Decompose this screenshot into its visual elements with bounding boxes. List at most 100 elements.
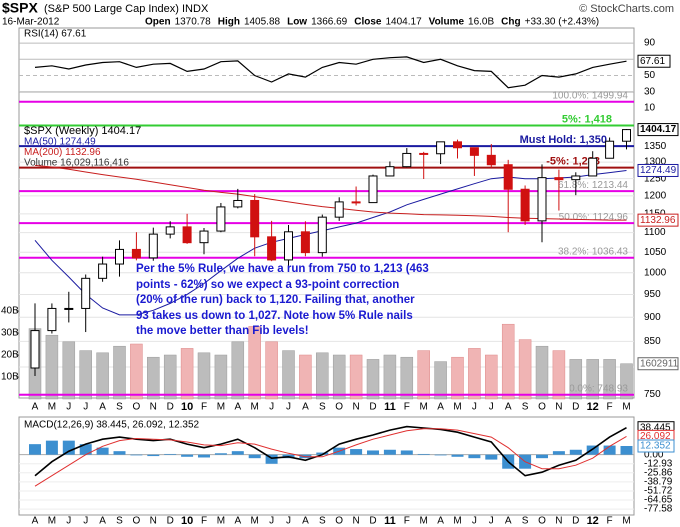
candle-body [537, 177, 547, 222]
annotation-line: (20% of the run) back to 1,120. Failing … [136, 294, 415, 306]
x-tick-label: N [555, 402, 562, 413]
y-tick-label: 0.00 [644, 449, 664, 460]
x-tick-label: J [66, 516, 71, 527]
candle-body [453, 141, 462, 149]
x-tick-label: 11 [384, 515, 396, 527]
x-tick-label: 11 [384, 401, 396, 413]
rsi-frame [18, 27, 635, 93]
x-tick-label: A [437, 402, 444, 413]
histogram-bar [231, 451, 244, 455]
x-tick-label: F [404, 516, 410, 527]
quote-label: Open [145, 17, 171, 28]
level-label: 50.0%: 1124.96 [559, 212, 629, 223]
x-tick-label: A [302, 516, 309, 527]
x-tick-label: M [453, 402, 461, 413]
x-tick-label: D [369, 402, 376, 413]
x-tick-label: D [167, 516, 174, 527]
x-tick-label: J [269, 516, 274, 527]
y-tick-label: -25.86 [644, 467, 673, 478]
y-tick-label: -12.93 [644, 458, 673, 469]
level-label: 5%: 1,418 [562, 113, 612, 125]
histogram-bar [147, 454, 160, 457]
histogram-bar [569, 449, 582, 455]
histogram-bar [96, 447, 109, 455]
quote-label: High [218, 17, 240, 28]
candle-body [182, 226, 192, 244]
y-tick-label: 1200 [644, 191, 667, 202]
candle-body [469, 147, 479, 156]
volume-bar [96, 352, 109, 400]
y-tick-label: 90 [644, 38, 656, 49]
volume-bar [620, 363, 633, 400]
x-tick-label: F [404, 402, 410, 413]
x-tick-label: J [286, 516, 291, 527]
candle-body [233, 199, 243, 208]
histogram-bar [164, 453, 177, 455]
x-tick-label: O [335, 516, 343, 527]
volume-bar [332, 354, 346, 400]
value-label: 1404.17 [640, 124, 677, 135]
candle-body [30, 330, 40, 369]
histogram-bar [29, 444, 41, 455]
rsi-line [34, 56, 627, 89]
x-tick-label: J [472, 402, 477, 413]
x-tick-label: J [83, 402, 88, 413]
candle-body [520, 188, 530, 222]
candle-body [402, 152, 412, 168]
value-label: 38.445 [640, 422, 671, 433]
legend: MACD(12,26,9) 38.445, 26.092, 12.352 [24, 420, 200, 431]
volume-bar [62, 341, 76, 400]
x-tick-label: M [453, 516, 461, 527]
quote-value: 1404.17 [385, 17, 422, 28]
volume-bar [180, 348, 194, 400]
volume-bar [586, 359, 599, 400]
quote-label: Chg [501, 17, 520, 28]
volume-bar [214, 354, 228, 400]
candle-body [317, 216, 327, 254]
candle-body [300, 231, 310, 254]
y-tick-label: -64.65 [644, 495, 673, 506]
x-tick-label: D [167, 402, 174, 413]
level-label: Must Hold: 1,350 [520, 134, 607, 146]
x-tick-label: J [83, 516, 88, 527]
moving-average [34, 170, 627, 316]
value-label: 67.61 [640, 56, 665, 67]
x-tick-label: M [622, 516, 630, 527]
x-tick-label: A [234, 516, 241, 527]
x-tick-label: O [133, 516, 141, 527]
candle-body [419, 152, 429, 155]
x-tick-label: A [234, 402, 241, 413]
candle-body [503, 164, 513, 190]
candle-body [351, 201, 361, 204]
volume-bar [468, 348, 481, 400]
histogram-bar [485, 454, 498, 460]
value-box [637, 54, 671, 68]
x-tick-label: 10 [181, 401, 193, 413]
histogram-bar [265, 454, 278, 464]
x-tick-label: 10 [181, 515, 193, 527]
volume-bar [552, 350, 566, 400]
histogram-bar [400, 450, 413, 455]
volume-bar [45, 334, 59, 400]
copyright: © StockCharts.com [579, 3, 674, 15]
x-tick-label: N [150, 516, 157, 527]
y-tick-label: 1250 [644, 173, 667, 184]
x-tick-label: S [319, 516, 326, 527]
volume-bar [569, 359, 583, 400]
level-label: -5%: 1,283 [546, 156, 600, 168]
y-tick-label: 850 [644, 336, 661, 347]
histogram-bar [130, 454, 143, 456]
candle-body [334, 201, 344, 218]
candle-body [284, 231, 293, 261]
y-tick-label: 1350 [644, 141, 667, 152]
legend: RSI(14) 67.61 [24, 29, 87, 40]
candle-body [571, 175, 581, 181]
candle-body [554, 177, 564, 181]
x-tick-label: S [522, 516, 529, 527]
value-box [637, 213, 679, 227]
volume-bar [147, 356, 160, 400]
x-tick-label: M [48, 516, 56, 527]
volume-bar [603, 359, 616, 400]
volume-bar [79, 350, 92, 400]
